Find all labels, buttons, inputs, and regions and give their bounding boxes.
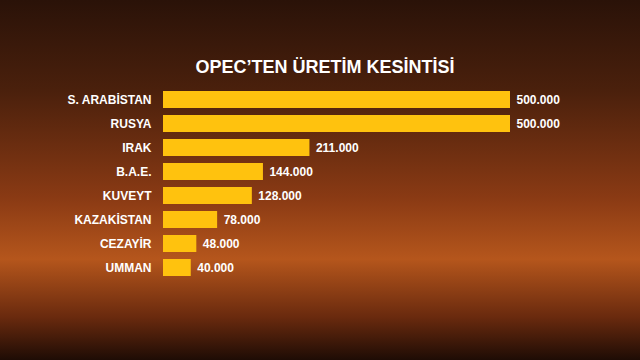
svg-text:UMMAN: UMMAN xyxy=(106,261,152,275)
svg-text:CEZAYİR: CEZAYİR xyxy=(100,236,152,251)
svg-text:B.A.E.: B.A.E. xyxy=(116,165,151,179)
svg-text:KAZAKİSTAN: KAZAKİSTAN xyxy=(74,212,151,227)
svg-text:144.000: 144.000 xyxy=(269,165,313,179)
svg-text:78.000: 78.000 xyxy=(224,213,261,227)
svg-text:211.000: 211.000 xyxy=(316,141,359,155)
svg-text:RUSYA: RUSYA xyxy=(111,117,152,131)
svg-text:IRAK: IRAK xyxy=(122,141,152,155)
svg-text:500.000: 500.000 xyxy=(517,117,561,131)
svg-text:KUVEYT: KUVEYT xyxy=(103,189,152,203)
svg-text:40.000: 40.000 xyxy=(197,261,234,275)
svg-text:S. ARABİSTAN: S. ARABİSTAN xyxy=(68,92,152,107)
svg-text:500.000: 500.000 xyxy=(517,93,561,107)
svg-text:48.000: 48.000 xyxy=(203,237,240,251)
svg-text:128.000: 128.000 xyxy=(258,189,302,203)
html-text:OPEC’TEN ÜRETİM KESİNTİSİ: OPEC’TEN ÜRETİM KESİNTİSİ xyxy=(195,57,455,77)
